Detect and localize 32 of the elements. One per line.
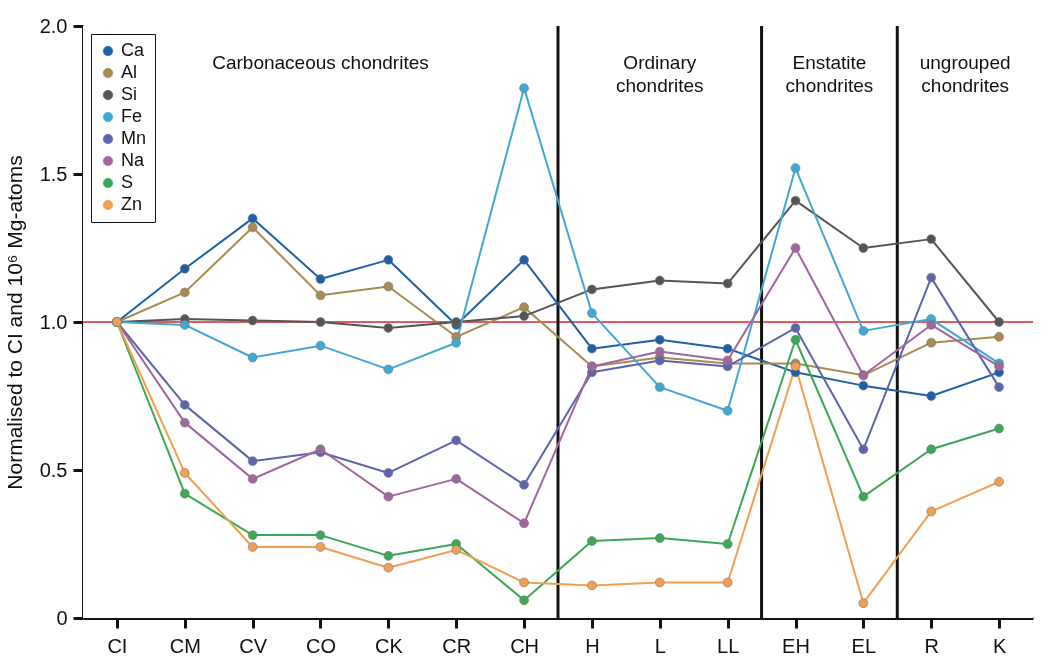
y-tick-label: 2.0 xyxy=(39,14,68,37)
x-tick-label: R xyxy=(924,634,939,657)
x-tick-label: CK xyxy=(374,634,404,657)
x-tick-label: CH xyxy=(510,634,540,657)
x-tick-label: CV xyxy=(239,634,268,657)
legend-label: Mn xyxy=(121,128,147,148)
legend-label: Fe xyxy=(121,106,143,126)
x-tick-label: CI xyxy=(107,634,128,657)
x-tick-label: EH xyxy=(782,634,810,657)
legend-label: Al xyxy=(121,62,138,82)
y-tick-label: 0 xyxy=(56,606,68,629)
x-tick-label: H xyxy=(585,634,600,657)
x-tick-label: CO xyxy=(306,634,336,657)
band-label: ungrouped chondrites xyxy=(919,52,1011,96)
x-tick-label: CR xyxy=(442,634,472,657)
x-tick-label: K xyxy=(992,634,1007,657)
y-axis-title: Normalised to CI and 10⁶ Mg-atoms xyxy=(2,155,26,490)
band-label: Ordinary chondrites xyxy=(615,52,704,96)
band-label: Enstatite chondrites xyxy=(785,52,874,96)
x-tick-label: L xyxy=(654,634,666,657)
x-tick-label: LL xyxy=(717,634,740,657)
y-tick-label: 1.0 xyxy=(39,310,68,333)
legend-label: Si xyxy=(121,84,138,104)
y-tick-label: 1.5 xyxy=(39,162,68,185)
legend-label: Na xyxy=(121,150,145,170)
band-label: Carbonaceous chondrites xyxy=(212,52,429,73)
x-tick-label: EL xyxy=(851,634,877,657)
y-tick-label: 0.5 xyxy=(39,458,68,481)
x-tick-label: CM xyxy=(169,634,201,657)
legend-label: S xyxy=(121,172,134,192)
legend-label: Ca xyxy=(121,40,145,60)
legend-label: Zn xyxy=(121,194,143,214)
